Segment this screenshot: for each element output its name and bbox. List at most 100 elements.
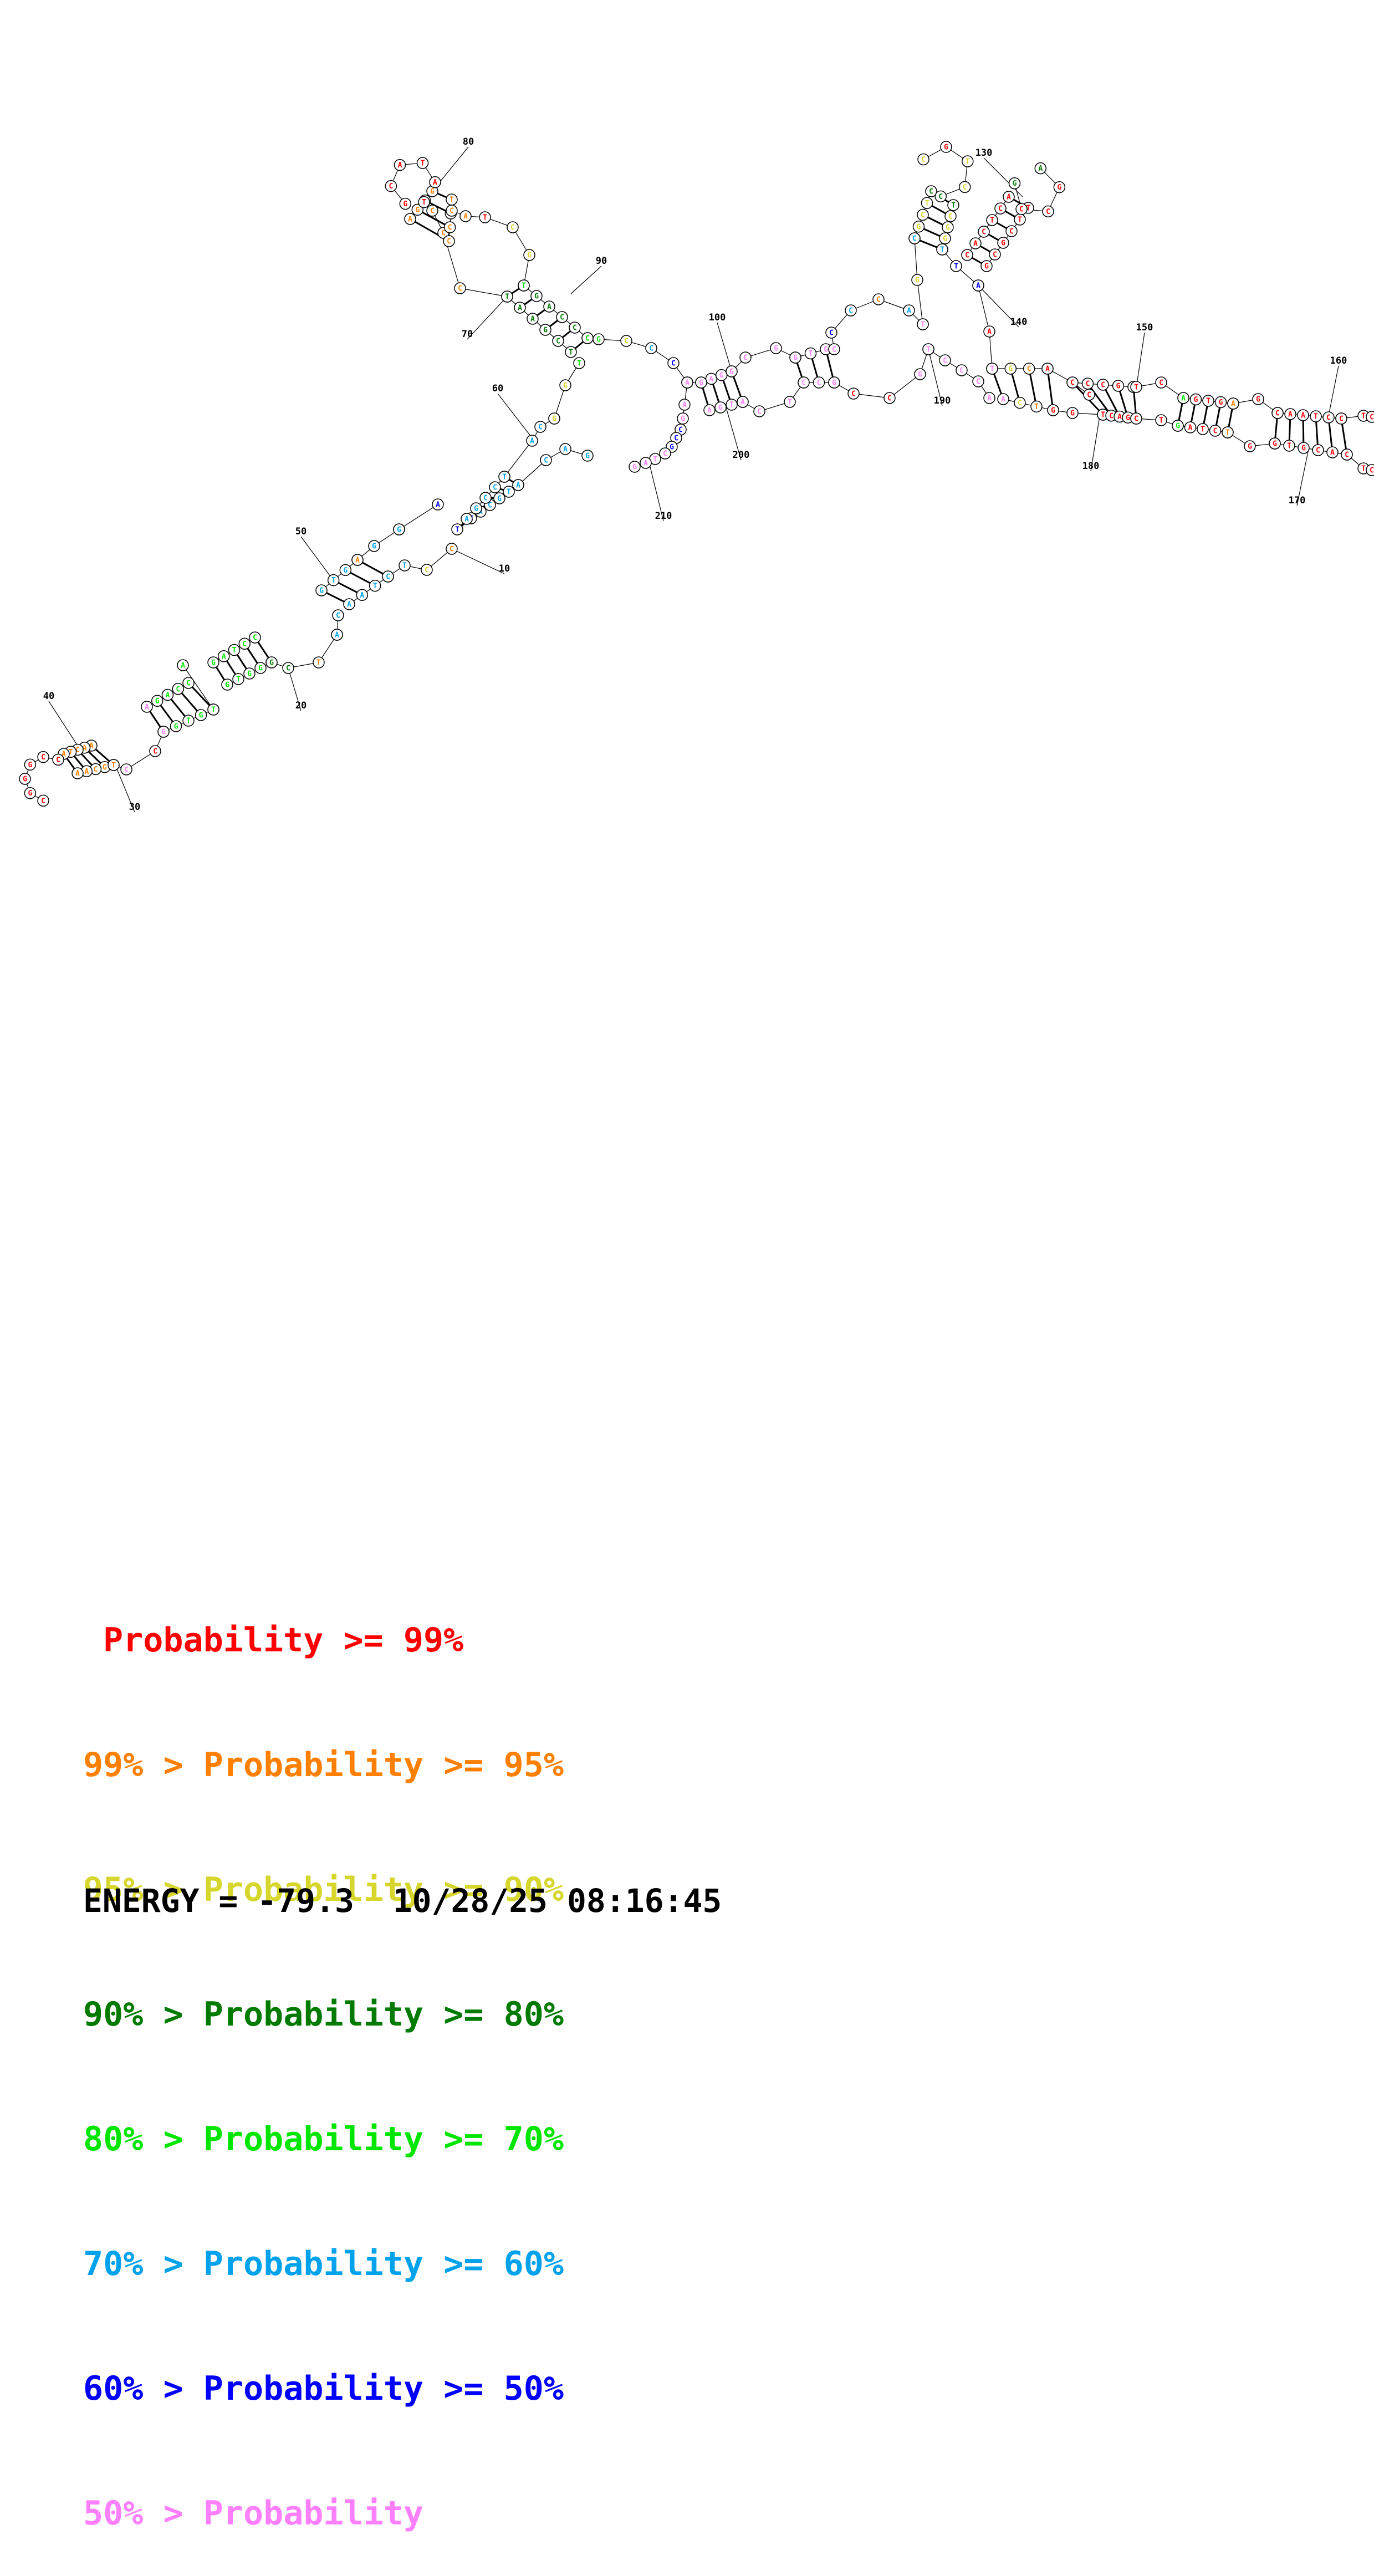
nucleotide: T [451,523,463,535]
nucleotide: G [339,564,352,577]
nucleotide: C [1023,363,1035,375]
nucleotide-letter: G [1248,443,1252,451]
nucleotide-letter: G [1008,365,1013,374]
nucleotide: C [282,662,294,674]
position-label: 190 [934,395,951,406]
nucleotide-letter: T [1018,216,1022,225]
nucleotide-circle [182,715,195,727]
nucleotide-letter: C [1316,447,1320,455]
nucleotide-circle [726,365,738,378]
backbone-segment [978,285,990,332]
nucleotide-circle [207,703,219,716]
nucleotide: C [1083,389,1095,401]
nucleotide-letter: G [552,415,556,424]
nucleotide: G [939,232,951,244]
nucleotide-circle [1252,393,1264,405]
nucleotide: C [249,631,261,644]
nucleotide-circle [1081,378,1094,390]
nucleotide-circle [1366,464,1374,476]
nucleotide-letter: G [534,293,539,301]
nucleotide: C [443,235,455,247]
nucleotide-letter: T [1206,397,1210,406]
position-label: 60 [492,383,503,394]
nucleotide-letter: G [944,144,948,152]
nucleotide-letter: A [973,240,978,248]
nucleotide-letter: A [433,178,437,187]
nucleotide-circle [238,637,251,650]
nucleotide: T [1197,423,1209,435]
nucleotide-circle [559,379,571,391]
nucleotide-letter: T [954,263,958,271]
nucleotide-circle [972,279,984,292]
nucleotide-circle [1097,379,1109,391]
nucleotide-circle [493,492,505,504]
nucleotide: C [1081,378,1094,390]
nucleotide-circle [983,325,995,338]
nucleotide: A [71,767,84,779]
nucleotide: G [254,662,267,674]
nucleotide-letter: T [1361,412,1366,421]
nucleotide: T [784,396,796,408]
nucleotide-letter: G [1256,396,1260,404]
nucleotide-circle [917,208,929,221]
nucleotide-circle [739,351,752,364]
nucleotide-letter: G [918,371,922,379]
nucleotide-circle [24,787,37,799]
nucleotide-letter: T [1034,403,1039,411]
nucleotide-circle [737,396,749,408]
nucleotide-letter: C [450,207,454,216]
nucleotide: C [908,232,921,244]
nucleotide-circle [1189,393,1202,406]
nucleotide-letter: C [1326,414,1331,422]
nucleotide-circle [1312,444,1324,456]
nucleotide-letter: T [569,349,573,357]
nucleotide: T [232,673,244,685]
nucleotide-circle [940,141,952,153]
nucleotide-circle [368,540,380,552]
position-label: 200 [733,450,750,461]
legend-label: Probability [103,1621,324,1660]
nucleotide: G [940,141,952,153]
nucleotide-circle [421,564,433,576]
legend-prefix: 99% > [83,1746,183,1784]
nucleotide-circle [592,333,605,345]
nucleotide-letter: G [774,345,778,353]
legend-row-p80: 90% > Probability >= 80% [83,1994,564,2036]
nucleotide: C [1312,444,1324,456]
nucleotide-letter: C [560,314,564,322]
nucleotide-letter: G [719,371,724,380]
nucleotide: C [421,564,433,576]
nucleotide: G [1047,404,1059,416]
nucleotide-circle [1244,440,1256,452]
nucleotide-circle [157,726,170,738]
nucleotide-circle [1335,412,1347,425]
nucleotide-letter: C [849,307,853,315]
nucleotide-circle [640,457,652,469]
legend-row-p50: 60% > Probability >= 50% [83,2368,564,2410]
legend-label: Probability [203,1995,424,2034]
nucleotide: C [883,392,896,404]
nucleotide: C [925,185,937,197]
nucleotide: C [667,357,680,369]
position-tick [497,393,533,438]
nucleotide-circle [726,399,738,411]
nucleotide: A [903,304,915,317]
nucleotide: A [527,313,539,325]
nucleotide-letter: T [232,646,237,655]
nucleotide: C [1341,448,1353,461]
nucleotide-letter: C [965,252,969,260]
nucleotide-letter: T [505,293,509,302]
nucleotide-letter: C [336,612,340,620]
nucleotide: C [446,543,458,555]
nucleotide: A [394,159,406,171]
nucleotide-circle [784,396,796,408]
nucleotide-letter: G [247,670,252,679]
nucleotide-letter: G [1013,180,1017,188]
nucleotide-circle [681,376,693,389]
nucleotide-letter: A [987,395,992,403]
nucleotide: C [581,332,594,344]
nucleotide-circle [249,631,261,644]
nucleotide-letter: G [718,404,723,412]
nucleotide: G [914,368,926,380]
nucleotide: T [726,399,738,411]
